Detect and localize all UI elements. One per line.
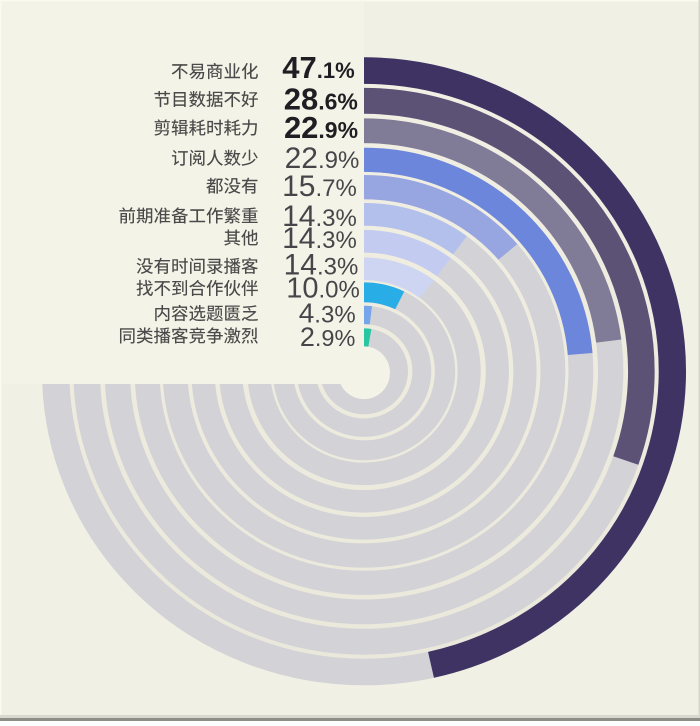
svg-text:15.7%: 15.7% [282, 170, 357, 203]
svg-text:2.9%: 2.9% [300, 322, 356, 352]
svg-text:10.0%: 10.0% [286, 272, 360, 304]
